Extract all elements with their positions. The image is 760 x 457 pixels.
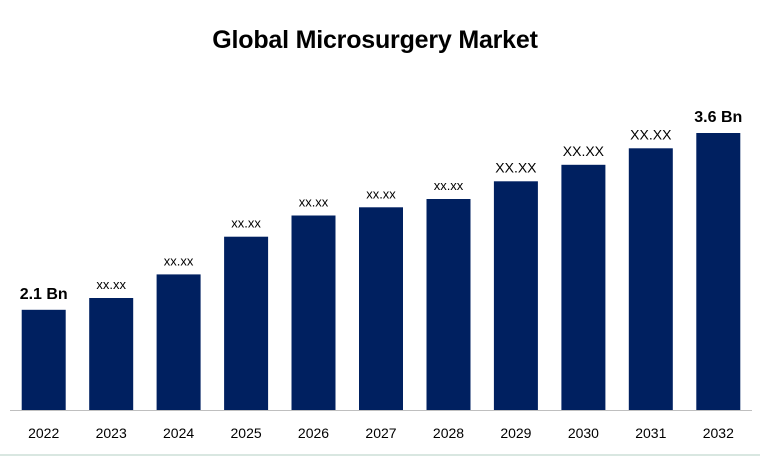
data-label-2030: XX.XX (563, 143, 605, 159)
bar-2022 (21, 309, 66, 410)
x-tick-label-2025: 2025 (231, 425, 262, 441)
data-label-2028: xx.xx (434, 178, 464, 193)
bar-2024 (156, 274, 201, 410)
data-label-2023: xx.xx (96, 277, 126, 292)
bar-2027 (359, 207, 403, 410)
x-tick-label-2026: 2026 (298, 425, 329, 441)
x-tick-label-2032: 2032 (703, 425, 734, 441)
x-tick-label-2027: 2027 (365, 425, 396, 441)
x-tick-label-2022: 2022 (28, 425, 59, 441)
bar-2032 (696, 133, 741, 410)
bar-2028 (426, 199, 471, 410)
bar-2023 (89, 298, 134, 410)
data-label-2022: 2.1 Bn (20, 286, 68, 303)
data-label-2029: XX.XX (495, 159, 537, 175)
bar-2026 (291, 215, 336, 410)
data-label-2026: xx.xx (299, 195, 329, 210)
x-tick-label-2023: 2023 (96, 425, 127, 441)
data-label-2024: xx.xx (164, 253, 194, 268)
data-label-2031: XX.XX (630, 126, 672, 142)
bar-2030 (561, 164, 606, 410)
x-tick-label-2031: 2031 (635, 425, 666, 441)
x-tick-label-2024: 2024 (163, 425, 194, 441)
x-tick-label-2028: 2028 (433, 425, 464, 441)
data-label-2032: 3.6 Bn (694, 109, 742, 126)
bar-2029 (493, 181, 538, 410)
x-tick-label-2030: 2030 (568, 425, 599, 441)
bottom-divider (0, 454, 760, 456)
data-label-2027: xx.xx (366, 186, 396, 201)
chart-title: Global Microsurgery Market (212, 26, 538, 54)
bar-2025 (224, 236, 269, 410)
x-tick-label-2029: 2029 (500, 425, 531, 441)
bar-2031 (628, 148, 673, 411)
data-label-2025: xx.xx (231, 216, 261, 231)
